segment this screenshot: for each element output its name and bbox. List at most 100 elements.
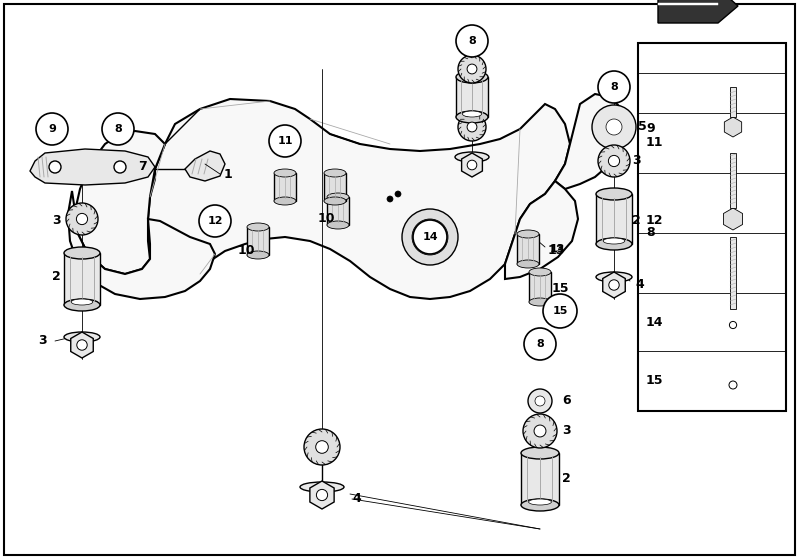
Polygon shape xyxy=(30,149,155,185)
Text: 8: 8 xyxy=(536,339,544,349)
Polygon shape xyxy=(505,181,578,279)
Text: 4: 4 xyxy=(635,277,644,291)
Circle shape xyxy=(598,145,630,177)
Text: 11: 11 xyxy=(646,136,663,149)
Text: 3: 3 xyxy=(38,334,46,348)
Text: 8: 8 xyxy=(646,226,654,239)
Circle shape xyxy=(467,160,477,170)
Ellipse shape xyxy=(719,372,747,382)
Polygon shape xyxy=(555,94,628,189)
Circle shape xyxy=(395,191,401,197)
Circle shape xyxy=(66,203,98,235)
Ellipse shape xyxy=(603,238,625,244)
Bar xyxy=(327,197,349,225)
Circle shape xyxy=(528,389,552,413)
Ellipse shape xyxy=(456,111,488,123)
Text: 6: 6 xyxy=(562,395,570,408)
Polygon shape xyxy=(68,191,215,299)
Circle shape xyxy=(524,328,556,360)
Polygon shape xyxy=(310,481,334,509)
Circle shape xyxy=(77,214,88,225)
Text: 15: 15 xyxy=(552,282,570,296)
Ellipse shape xyxy=(521,499,559,511)
Text: 9: 9 xyxy=(48,124,56,134)
Ellipse shape xyxy=(529,268,551,276)
Bar xyxy=(529,272,551,302)
Bar xyxy=(730,237,736,309)
Polygon shape xyxy=(71,332,93,358)
Circle shape xyxy=(598,71,630,103)
Text: 10: 10 xyxy=(318,212,336,225)
Ellipse shape xyxy=(596,238,632,250)
Bar xyxy=(456,77,488,117)
Circle shape xyxy=(402,209,458,265)
Text: 8: 8 xyxy=(114,124,122,134)
Bar xyxy=(64,253,100,305)
Bar xyxy=(274,173,296,201)
Circle shape xyxy=(413,220,447,254)
Polygon shape xyxy=(75,131,165,274)
Text: 2: 2 xyxy=(632,215,641,228)
Ellipse shape xyxy=(463,111,482,117)
Circle shape xyxy=(424,231,436,243)
Ellipse shape xyxy=(596,272,632,282)
Ellipse shape xyxy=(324,197,346,205)
Bar xyxy=(521,453,559,505)
Circle shape xyxy=(316,489,328,501)
Text: 12: 12 xyxy=(207,216,223,226)
Ellipse shape xyxy=(247,251,269,259)
Polygon shape xyxy=(725,316,741,334)
Bar xyxy=(658,3,718,5)
Circle shape xyxy=(729,321,737,329)
Polygon shape xyxy=(462,153,483,177)
Ellipse shape xyxy=(71,299,93,305)
Text: 4: 4 xyxy=(352,492,361,505)
Circle shape xyxy=(316,440,328,453)
Ellipse shape xyxy=(529,298,551,306)
Circle shape xyxy=(543,294,577,328)
Ellipse shape xyxy=(517,230,539,238)
Polygon shape xyxy=(658,0,738,23)
Polygon shape xyxy=(148,99,570,299)
Ellipse shape xyxy=(64,299,100,311)
Circle shape xyxy=(387,196,393,202)
Bar xyxy=(638,43,786,411)
Ellipse shape xyxy=(455,152,489,162)
Ellipse shape xyxy=(324,169,346,177)
Bar xyxy=(247,227,269,255)
Polygon shape xyxy=(602,272,626,298)
Ellipse shape xyxy=(247,223,269,231)
Ellipse shape xyxy=(721,312,745,322)
Text: 1: 1 xyxy=(224,168,233,181)
Text: 13: 13 xyxy=(550,244,566,254)
Circle shape xyxy=(609,280,619,290)
Circle shape xyxy=(412,219,448,255)
Bar xyxy=(730,153,736,208)
Text: 8: 8 xyxy=(610,82,618,92)
Circle shape xyxy=(467,64,477,74)
Text: 2: 2 xyxy=(52,271,61,283)
Polygon shape xyxy=(725,117,741,137)
Polygon shape xyxy=(185,151,225,181)
Bar xyxy=(324,173,346,201)
Polygon shape xyxy=(725,375,741,395)
Text: 14: 14 xyxy=(422,232,438,242)
Ellipse shape xyxy=(456,71,488,83)
Polygon shape xyxy=(723,208,742,230)
Circle shape xyxy=(458,55,486,83)
Circle shape xyxy=(534,425,546,437)
Text: 11: 11 xyxy=(277,136,292,146)
Text: 3: 3 xyxy=(562,424,570,438)
Text: 14: 14 xyxy=(646,316,663,329)
Circle shape xyxy=(77,340,87,350)
Ellipse shape xyxy=(529,499,551,505)
Ellipse shape xyxy=(274,169,296,177)
Circle shape xyxy=(592,105,636,149)
Text: 13: 13 xyxy=(548,244,566,258)
Circle shape xyxy=(199,205,231,237)
Circle shape xyxy=(729,381,737,389)
Ellipse shape xyxy=(274,197,296,205)
Text: 3: 3 xyxy=(52,215,61,228)
Ellipse shape xyxy=(517,260,539,268)
Circle shape xyxy=(456,25,488,57)
